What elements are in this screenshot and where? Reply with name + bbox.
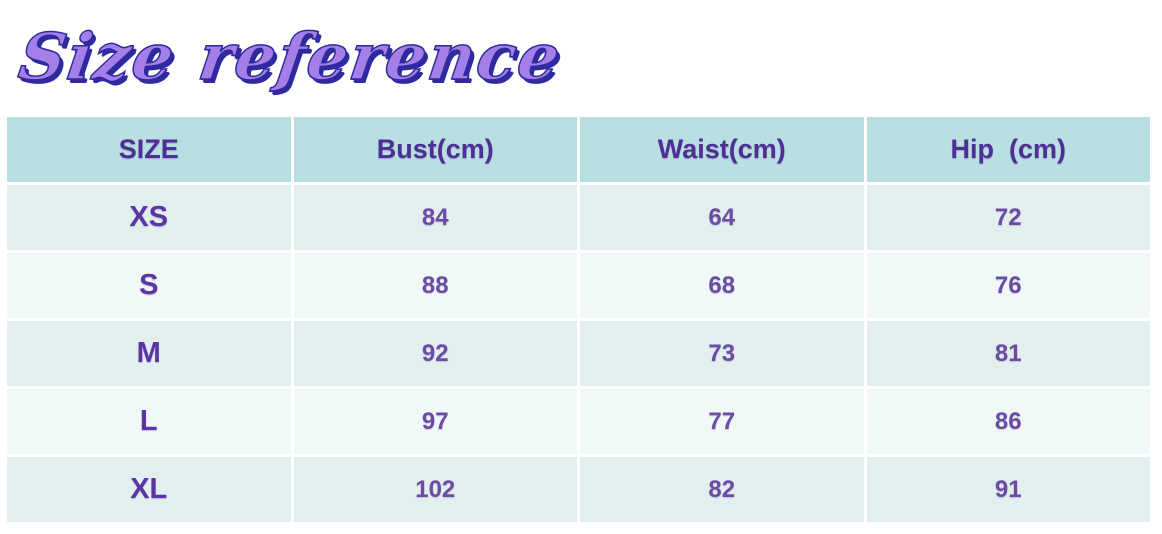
size-cell-xl: XL — [7, 457, 291, 522]
bust-cell-s: 88 — [293, 253, 577, 318]
bust-cell-l: 97 — [293, 389, 577, 454]
column-header-bust: Bust(cm) — [293, 117, 577, 182]
hip-cell-xs: 72 — [866, 185, 1150, 250]
size-cell-m: M — [7, 321, 291, 386]
hip-cell-s: 76 — [866, 253, 1150, 318]
size-cell-l: L — [7, 389, 291, 454]
column-header-waist: Waist(cm) — [580, 117, 864, 182]
size-cell-xs: XS — [7, 185, 291, 250]
bust-cell-xs: 84 — [293, 185, 577, 250]
size-reference-table: SIZE Bust(cm) Waist(cm) Hip (cm) XS 84 6… — [7, 117, 1150, 522]
hip-cell-l: 86 — [866, 389, 1150, 454]
waist-cell-m: 73 — [580, 321, 864, 386]
column-header-hip: Hip (cm) — [866, 117, 1150, 182]
column-header-size: SIZE — [7, 117, 291, 182]
waist-cell-l: 77 — [580, 389, 864, 454]
hip-cell-m: 81 — [866, 321, 1150, 386]
waist-cell-xs: 64 — [580, 185, 864, 250]
size-cell-s: S — [7, 253, 291, 318]
waist-cell-s: 68 — [580, 253, 864, 318]
bust-cell-m: 92 — [293, 321, 577, 386]
waist-cell-xl: 82 — [580, 457, 864, 522]
hip-cell-xl: 91 — [866, 457, 1150, 522]
page-title: Size reference — [14, 19, 567, 96]
bust-cell-xl: 102 — [293, 457, 577, 522]
